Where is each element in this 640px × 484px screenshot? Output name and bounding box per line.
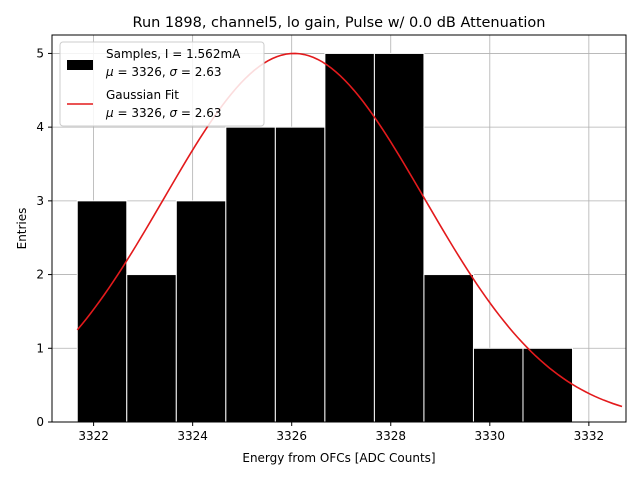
y-tick-label: 4	[36, 120, 44, 134]
chart-title: Run 1898, channel5, lo gain, Pulse w/ 0.…	[133, 15, 546, 31]
histogram-bar	[274, 126, 326, 423]
plot-frame	[51, 34, 627, 423]
legend: Samples, I = 1.562mA μ = 3326, σ = 2.63 …	[59, 41, 265, 127]
gaussian-fit-line	[76, 52, 623, 408]
y-tick-label: 2	[36, 268, 44, 282]
y-tick-label: 0	[36, 415, 44, 429]
legend-fit-stats: μ = 3326, σ = 2.63	[105, 106, 222, 120]
x-tick-label: 3326	[276, 429, 307, 443]
x-tick-label: 3332	[574, 429, 605, 443]
histogram-bar	[225, 126, 276, 423]
histogram-bar	[522, 347, 574, 423]
y-axis-label: Entries	[15, 208, 29, 250]
x-axis: 3322 3324 3326 3328 3330 3332	[78, 422, 604, 443]
y-axis: 0 1 2 3 4 5	[36, 46, 52, 429]
histogram-bar	[76, 200, 128, 423]
histogram-bars	[76, 52, 574, 423]
legend-samples-swatch	[67, 60, 93, 70]
histogram-bar	[373, 52, 425, 423]
gaussian-fit	[76, 52, 623, 408]
legend-frame	[59, 41, 265, 127]
y-tick-label: 1	[36, 341, 44, 355]
legend-samples-label: Samples, I = 1.562mA	[106, 47, 241, 61]
x-tick-label: 3328	[375, 429, 406, 443]
x-axis-label: Energy from OFCs [ADC Counts]	[242, 451, 435, 465]
legend-samples-stats: μ = 3326, σ = 2.63	[105, 65, 222, 79]
histogram-bar	[175, 200, 227, 423]
histogram-bar	[423, 274, 474, 423]
legend-fit-label: Gaussian Fit	[106, 88, 179, 102]
x-tick-label: 3330	[475, 429, 506, 443]
y-tick-label: 5	[36, 46, 44, 60]
y-tick-label: 3	[36, 194, 44, 208]
histogram-bar	[126, 274, 177, 423]
x-tick-label: 3322	[78, 429, 109, 443]
x-tick-label: 3324	[177, 429, 208, 443]
histogram-bar	[324, 52, 375, 423]
histogram-bar	[472, 347, 524, 423]
